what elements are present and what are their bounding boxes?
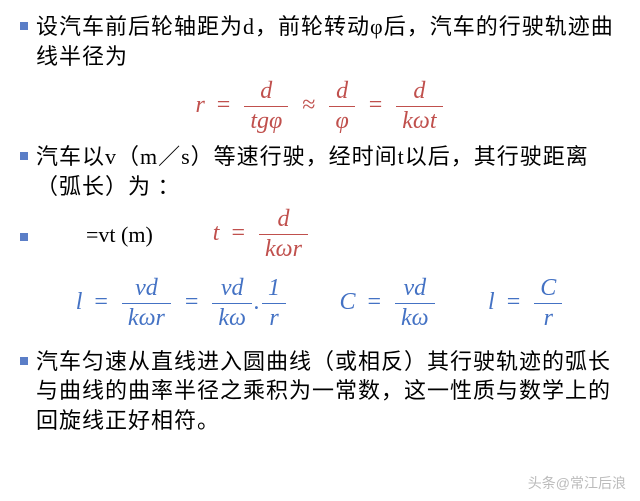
bullet-icon: [20, 357, 28, 365]
formula-set: l = vdkωr = vdkω.1r C = vdkω l = Cr: [20, 274, 620, 333]
bullet-1: 设汽车前后轮轴距为d，前轮转动φ后，汽车的行驶轨迹曲线半径为: [20, 12, 620, 71]
bullet-3: 汽车匀速从直线进入圆曲线（或相反）其行驶轨迹的弧长与曲线的曲率半径之乘积为一常数…: [20, 347, 620, 436]
watermark: 头条@常江后浪: [528, 473, 626, 493]
row-vt: =vt (m) t = dkωr: [20, 205, 620, 264]
formula-radius: r = dtgφ ≈ dφ = dkωt: [20, 77, 620, 136]
paragraph-3: 汽车匀速从直线进入圆曲线（或相反）其行驶轨迹的弧长与曲线的曲率半径之乘积为一常数…: [36, 347, 620, 436]
formula-l: l = vdkωr = vdkω.1r: [76, 274, 288, 333]
paragraph-1: 设汽车前后轮轴距为d，前轮转动φ后，汽车的行驶轨迹曲线半径为: [36, 12, 620, 71]
bullet-2: 汽车以v（m／s）等速行驶，经时间t以后，其行驶距离（弧长）为 ：: [20, 142, 620, 201]
bullet-icon: [20, 233, 28, 241]
formula-lc: l = Cr: [488, 274, 564, 333]
eq-vt: =vt (m): [86, 222, 153, 248]
formula-c: C = vdkω: [339, 274, 436, 333]
paragraph-2: 汽车以v（m／s）等速行驶，经时间t以后，其行驶距离（弧长）为 ：: [36, 142, 620, 201]
var-r: r: [195, 92, 204, 118]
bullet-icon: [20, 22, 28, 30]
slide-content: 设汽车前后轮轴距为d，前轮转动φ后，汽车的行驶轨迹曲线半径为 r = dtgφ …: [0, 0, 640, 436]
var-t: t: [213, 220, 220, 246]
bullet-icon: [20, 152, 28, 160]
